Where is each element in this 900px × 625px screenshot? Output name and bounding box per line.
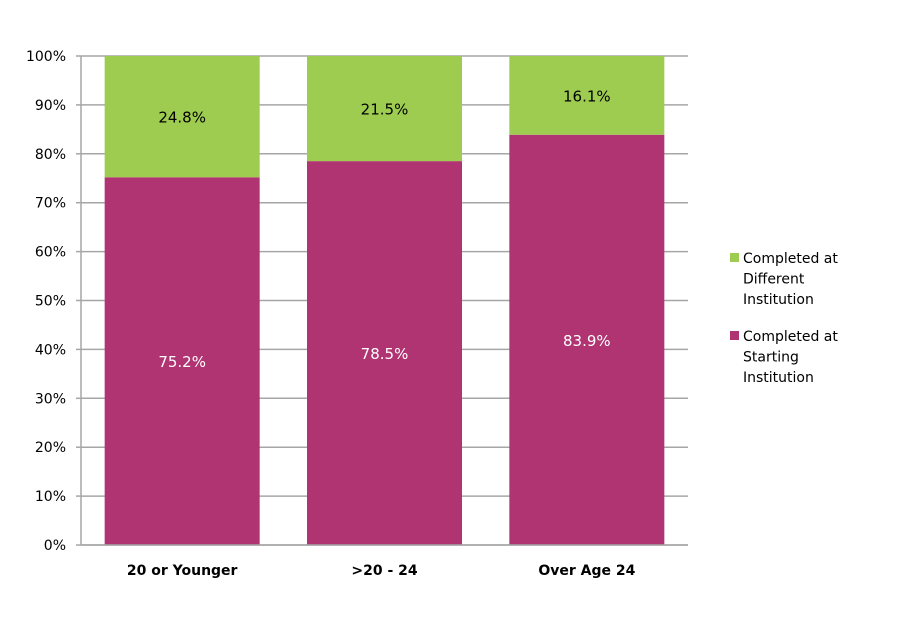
legend-swatch	[730, 331, 739, 340]
y-tick-label: 90%	[35, 98, 66, 114]
y-tick-label: 10%	[35, 489, 66, 505]
legend-label: Institution	[743, 370, 814, 386]
bar-segment	[509, 134, 665, 545]
y-tick-label: 30%	[35, 391, 66, 407]
data-label: 78.5%	[361, 345, 409, 363]
legend-swatch	[730, 253, 739, 262]
data-label: 24.8%	[158, 109, 206, 127]
bar-segment	[104, 56, 260, 178]
x-category-label: 20 or Younger	[127, 563, 238, 579]
x-category-label: Over Age 24	[538, 563, 635, 579]
bar-segment	[307, 161, 462, 545]
y-tick-label: 20%	[35, 440, 66, 456]
y-tick-label: 0%	[44, 538, 66, 554]
y-tick-label: 60%	[35, 245, 66, 261]
x-category-label: >20 - 24	[351, 563, 418, 579]
y-tick-label: 70%	[35, 196, 66, 212]
legend-label: Completed at	[743, 251, 838, 267]
legend-label: Starting	[743, 350, 799, 366]
data-label: 16.1%	[563, 87, 611, 105]
data-label: 21.5%	[361, 101, 409, 119]
y-tick-label: 40%	[35, 342, 66, 358]
y-tick-label: 80%	[35, 147, 66, 163]
y-tick-label: 100%	[26, 49, 66, 65]
bar-segment	[104, 177, 260, 545]
bar-segment	[509, 56, 665, 135]
bar-segment	[307, 56, 462, 162]
legend-label: Different	[743, 272, 805, 288]
y-tick-label: 50%	[35, 294, 66, 310]
data-label: 75.2%	[158, 353, 206, 371]
legend-label: Institution	[743, 292, 814, 308]
data-label: 83.9%	[563, 332, 611, 350]
legend-label: Completed at	[743, 329, 838, 345]
